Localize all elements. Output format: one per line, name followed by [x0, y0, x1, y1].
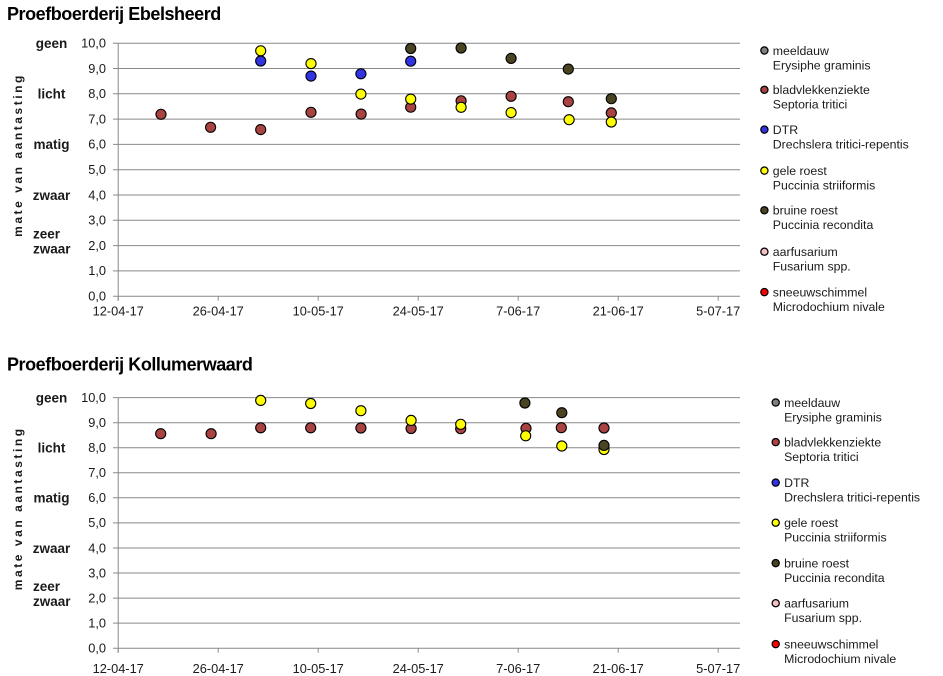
svg-text:9,0: 9,0	[88, 61, 106, 76]
svg-text:10,0: 10,0	[81, 390, 106, 405]
svg-text:24-05-17: 24-05-17	[393, 304, 444, 319]
svg-text:Proefboerderij Ebelsheerd: Proefboerderij Ebelsheerd	[7, 4, 221, 24]
svg-text:zwaar: zwaar	[33, 594, 71, 609]
svg-text:Fusarium spp.: Fusarium spp.	[773, 260, 851, 274]
svg-text:bruine roest: bruine roest	[773, 204, 839, 218]
svg-text:0,0: 0,0	[88, 641, 106, 656]
svg-text:10-05-17: 10-05-17	[293, 661, 344, 676]
svg-text:6,0: 6,0	[88, 137, 106, 152]
svg-text:21-06-17: 21-06-17	[593, 661, 644, 676]
svg-text:sneeuwschimmel: sneeuwschimmel	[773, 286, 867, 300]
svg-text:24-05-17: 24-05-17	[393, 661, 444, 676]
svg-text:8,0: 8,0	[88, 86, 106, 101]
svg-text:10-05-17: 10-05-17	[293, 304, 344, 319]
svg-text:Puccinia recondita: Puccinia recondita	[773, 218, 874, 232]
svg-text:0,0: 0,0	[88, 289, 106, 304]
svg-text:5,0: 5,0	[88, 162, 106, 177]
svg-text:12-04-17: 12-04-17	[93, 304, 144, 319]
svg-text:2,0: 2,0	[88, 590, 106, 605]
svg-text:meeldauw: meeldauw	[784, 396, 840, 410]
svg-text:Septoria tritici: Septoria tritici	[784, 450, 859, 464]
svg-text:zeer: zeer	[33, 579, 61, 594]
svg-text:sneeuwschimmel: sneeuwschimmel	[784, 638, 878, 652]
svg-text:licht: licht	[38, 87, 66, 102]
svg-text:5-07-17: 5-07-17	[696, 661, 740, 676]
svg-text:1,0: 1,0	[88, 263, 106, 278]
svg-text:26-04-17: 26-04-17	[193, 661, 244, 676]
svg-text:mate van aantasting: mate van aantasting	[11, 73, 25, 237]
svg-text:Puccinia striiformis: Puccinia striiformis	[784, 531, 887, 545]
svg-text:7-06-17: 7-06-17	[496, 661, 540, 676]
svg-text:Septoria tritici: Septoria tritici	[773, 98, 848, 112]
svg-text:aarfusarium: aarfusarium	[784, 597, 849, 611]
svg-text:21-06-17: 21-06-17	[593, 304, 644, 319]
svg-text:12-04-17: 12-04-17	[93, 661, 144, 676]
svg-text:zwaar: zwaar	[33, 242, 71, 257]
svg-text:Fusarium spp.: Fusarium spp.	[784, 611, 862, 625]
svg-text:licht: licht	[38, 441, 66, 456]
svg-text:bruine roest: bruine roest	[784, 557, 850, 571]
svg-text:meeldauw: meeldauw	[773, 44, 829, 58]
svg-text:geen: geen	[36, 36, 68, 51]
svg-text:3,0: 3,0	[88, 565, 106, 580]
svg-text:geen: geen	[36, 390, 68, 405]
svg-text:3,0: 3,0	[88, 213, 106, 228]
svg-text:Erysiphe graminis: Erysiphe graminis	[784, 410, 882, 424]
svg-text:4,0: 4,0	[88, 540, 106, 555]
svg-text:Drechslera tritici-repentis: Drechslera tritici-repentis	[784, 491, 920, 505]
svg-text:10,0: 10,0	[81, 36, 106, 51]
svg-text:aarfusarium: aarfusarium	[773, 245, 838, 259]
svg-text:Microdochium nivale: Microdochium nivale	[773, 300, 885, 314]
svg-text:9,0: 9,0	[88, 415, 106, 430]
svg-text:Proefboerderij Kollumerwaard: Proefboerderij Kollumerwaard	[7, 354, 252, 374]
svg-text:gele roest: gele roest	[773, 164, 828, 178]
svg-text:Erysiphe graminis: Erysiphe graminis	[773, 58, 871, 72]
svg-text:matig: matig	[33, 491, 69, 506]
svg-text:zeer: zeer	[33, 227, 61, 242]
svg-text:DTR: DTR	[773, 123, 798, 137]
svg-text:7-06-17: 7-06-17	[496, 304, 540, 319]
svg-text:2,0: 2,0	[88, 238, 106, 253]
svg-text:26-04-17: 26-04-17	[193, 304, 244, 319]
svg-text:5,0: 5,0	[88, 515, 106, 530]
svg-text:4,0: 4,0	[88, 187, 106, 202]
svg-text:bladvlekkenziekte: bladvlekkenziekte	[773, 83, 870, 97]
svg-text:DTR: DTR	[784, 476, 809, 490]
svg-text:Puccinia recondita: Puccinia recondita	[784, 571, 885, 585]
svg-text:zwaar: zwaar	[33, 188, 71, 203]
svg-text:matig: matig	[33, 137, 69, 152]
svg-text:6,0: 6,0	[88, 490, 106, 505]
svg-text:1,0: 1,0	[88, 615, 106, 630]
svg-text:Puccinia striiformis: Puccinia striiformis	[773, 179, 876, 193]
svg-text:5-07-17: 5-07-17	[696, 304, 740, 319]
svg-text:bladvlekkenziekte: bladvlekkenziekte	[784, 436, 881, 450]
svg-text:8,0: 8,0	[88, 440, 106, 455]
svg-text:gele roest: gele roest	[784, 516, 839, 530]
svg-text:7,0: 7,0	[88, 111, 106, 126]
svg-text:Drechslera tritici-repentis: Drechslera tritici-repentis	[773, 138, 909, 152]
svg-text:7,0: 7,0	[88, 465, 106, 480]
svg-text:Microdochium nivale: Microdochium nivale	[784, 652, 896, 666]
svg-text:mate van aantasting: mate van aantasting	[11, 426, 25, 590]
svg-text:zwaar: zwaar	[33, 541, 71, 556]
